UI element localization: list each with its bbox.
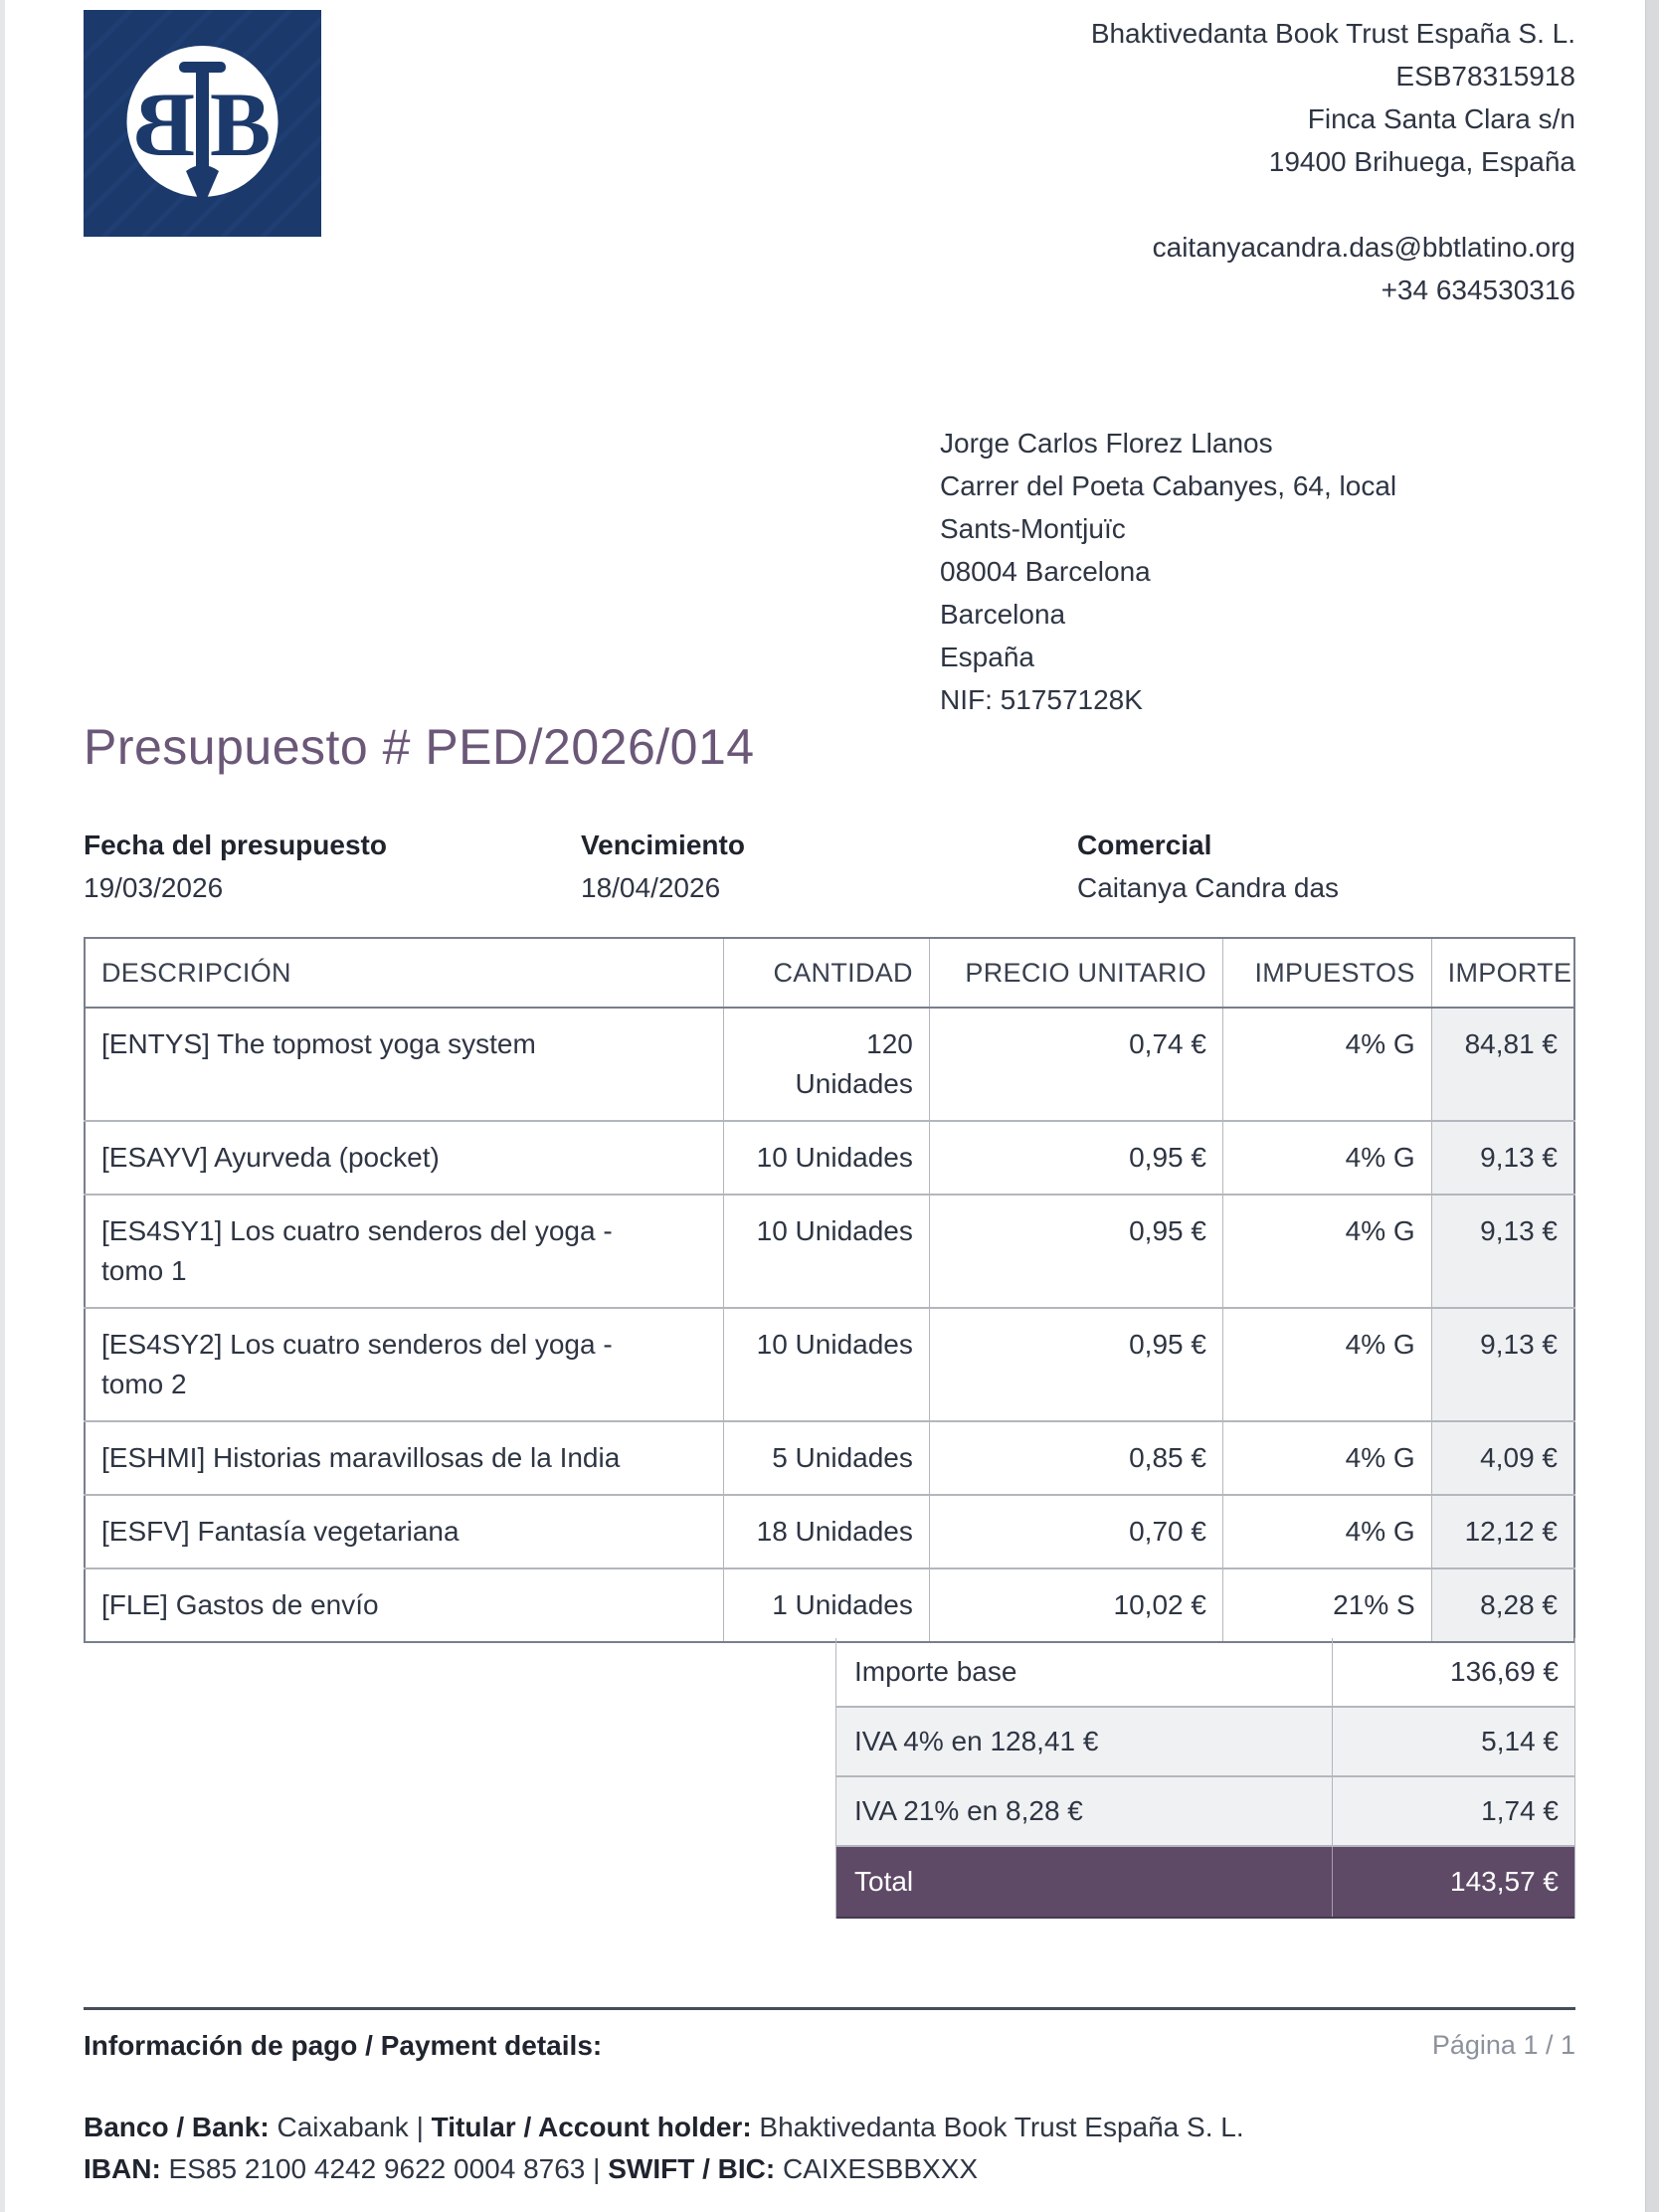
totals-table: Importe base 136,69 € IVA 4% en 128,41 €… — [835, 1638, 1575, 1919]
field-label: Fecha del presupuesto — [84, 830, 387, 860]
account-holder-label: Titular / Account holder: — [431, 2112, 752, 2142]
totals-label: Importe base — [854, 1656, 1017, 1687]
cell-amount: 8,28 € — [1430, 1567, 1574, 1642]
cell-amount: 9,13 € — [1430, 1307, 1574, 1421]
cell-amount: 12,12 € — [1430, 1494, 1574, 1568]
field-value: Caitanya Candra das — [1077, 872, 1340, 903]
totals-row-iva21: IVA 21% en 8,28 € 1,74 € — [836, 1777, 1574, 1847]
field-value: 18/04/2026 — [581, 872, 721, 903]
cell-description: [ESFV] Fantasía vegetariana — [85, 1494, 724, 1568]
table-header-row: DESCRIPCIÓN CANTIDAD PRECIO UNITARIO IMP… — [85, 938, 1574, 1009]
document-footer: Información de pago / Payment details: P… — [84, 2007, 1575, 2189]
cell-quantity: 1 Unidades — [723, 1567, 930, 1642]
cell-quantity: 5 Unidades — [723, 1420, 930, 1495]
col-header-description: DESCRIPCIÓN — [85, 938, 724, 1009]
cell-amount: 9,13 € — [1430, 1194, 1574, 1308]
account-holder-name: Bhaktivedanta Book Trust España S. L. — [751, 2112, 1244, 2142]
bank-label: Banco / Bank: — [84, 2112, 270, 2142]
bank-details-line: Banco / Bank: Caixabank | Titular / Acco… — [84, 2108, 1575, 2147]
cell-amount: 4,09 € — [1430, 1420, 1574, 1495]
field-salesperson: Comercial Caitanya Candra das — [1077, 824, 1339, 909]
cell-amount: 84,81 € — [1430, 1007, 1574, 1121]
cell-description: [ES4SY2] Los cuatro senderos del yoga - … — [85, 1307, 724, 1421]
col-header-quantity: CANTIDAD — [723, 938, 930, 1009]
cell-unit-price: 0,95 € — [928, 1194, 1223, 1308]
totals-label: IVA 4% en 128,41 € — [854, 1726, 1099, 1756]
cell-quantity: 10 Unidades — [723, 1120, 930, 1195]
line-items-table: DESCRIPCIÓN CANTIDAD PRECIO UNITARIO IMP… — [84, 937, 1575, 1643]
totals-row-iva4: IVA 4% en 128,41 € 5,14 € — [836, 1708, 1574, 1777]
totals-value: 5,14 € — [1332, 1708, 1574, 1775]
table-row: [ESAYV] Ayurveda (pocket) 10 Unidades 0,… — [85, 1120, 1574, 1195]
payment-details-title: Información de pago / Payment details: — [84, 2030, 603, 2061]
grand-total-value: 143,57 € — [1332, 1847, 1574, 1917]
cell-quantity: 120 Unidades — [723, 1007, 930, 1121]
totals-value: 136,69 € — [1332, 1638, 1574, 1706]
table-row: [ES4SY2] Los cuatro senderos del yoga - … — [85, 1307, 1574, 1421]
field-value: 19/03/2026 — [84, 872, 224, 903]
cell-description: [ENTYS] The topmost yoga system — [85, 1007, 724, 1121]
svg-text:B: B — [210, 74, 271, 175]
cell-unit-price: 0,95 € — [928, 1307, 1223, 1421]
iban-label: IBAN: — [84, 2153, 161, 2184]
field-quote-date: Fecha del presupuesto 19/03/2026 — [84, 824, 387, 909]
cell-unit-price: 0,74 € — [928, 1007, 1223, 1121]
cell-taxes: 21% S — [1221, 1567, 1432, 1642]
field-label: Vencimiento — [581, 830, 745, 860]
iban-details-line: IBAN: ES85 2100 4242 9622 0004 8763 | SW… — [84, 2149, 1575, 2189]
table-row: [ENTYS] The topmost yoga system 120 Unid… — [85, 1007, 1574, 1121]
page-number: Página 1 / 1 — [1431, 2030, 1575, 2060]
table-row: [ESHMI] Historias maravillosas de la Ind… — [85, 1420, 1574, 1495]
btb-logo-image: B B — [0, 8, 491, 239]
totals-value: 1,74 € — [1332, 1777, 1574, 1845]
cell-unit-price: 0,95 € — [928, 1120, 1223, 1195]
cell-description: [ESAYV] Ayurveda (pocket) — [85, 1120, 724, 1195]
totals-row-untaxed: Importe base 136,69 € — [836, 1638, 1574, 1708]
totals-label: IVA 21% en 8,28 € — [854, 1795, 1083, 1826]
cell-quantity: 10 Unidades — [723, 1307, 930, 1421]
cell-unit-price: 10,02 € — [928, 1567, 1223, 1642]
col-header-taxes: IMPUESTOS — [1221, 938, 1432, 1009]
table-row: [ES4SY1] Los cuatro senderos del yoga - … — [85, 1194, 1574, 1308]
col-header-unit-price: PRECIO UNITARIO — [928, 938, 1223, 1009]
grand-total-label: Total — [854, 1866, 914, 1897]
iban-value: ES85 2100 4242 9622 0004 8763 | — [160, 2153, 609, 2184]
col-header-amount: IMPORTE — [1430, 938, 1574, 1009]
swift-label: SWIFT / BIC: — [608, 2153, 776, 2184]
company-address: Bhaktivedanta Book Trust España S. L. ES… — [1090, 18, 1575, 305]
totals-row-grand-total: Total 143,57 € — [836, 1847, 1574, 1919]
scrollbar[interactable] — [1645, 0, 1659, 2212]
cell-quantity: 18 Unidades — [723, 1494, 930, 1568]
cell-unit-price: 0,70 € — [928, 1494, 1223, 1568]
cell-taxes: 4% G — [1221, 1307, 1432, 1421]
cell-taxes: 4% G — [1221, 1420, 1432, 1495]
cell-taxes: 4% G — [1221, 1007, 1432, 1121]
table-row: [FLE] Gastos de envío 1 Unidades 10,02 €… — [85, 1567, 1574, 1642]
svg-text:B: B — [134, 74, 195, 175]
field-label: Comercial — [1077, 830, 1212, 860]
cell-unit-price: 0,85 € — [928, 1420, 1223, 1495]
document-page: B B Bhaktivedanta Book Trust España S. L… — [0, 0, 1575, 2212]
customer-address: Jorge Carlos Florez Llanos Carrer del Po… — [940, 428, 1397, 715]
cell-description: [ES4SY1] Los cuatro senderos del yoga - … — [85, 1194, 724, 1308]
table-row: [ESFV] Fantasía vegetariana 18 Unidades … — [85, 1494, 1574, 1568]
page-left-edge — [0, 0, 5, 2212]
cell-taxes: 4% G — [1221, 1120, 1432, 1195]
cell-description: [FLE] Gastos de envío — [85, 1567, 724, 1642]
field-due-date: Vencimiento 18/04/2026 — [581, 824, 745, 909]
btb-logo: B B — [0, 8, 491, 239]
quote-title: Presupuesto # PED/2026/014 — [84, 719, 755, 775]
cell-quantity: 10 Unidades — [723, 1194, 930, 1308]
cell-taxes: 4% G — [1221, 1494, 1432, 1568]
bank-name: Caixabank | — [269, 2112, 432, 2142]
cell-taxes: 4% G — [1221, 1194, 1432, 1308]
cell-description: [ESHMI] Historias maravillosas de la Ind… — [85, 1420, 724, 1495]
quote-info-fields: Fecha del presupuesto 19/03/2026 Vencimi… — [84, 824, 1575, 923]
swift-value: CAIXESBBXXX — [775, 2153, 979, 2184]
cell-amount: 9,13 € — [1430, 1120, 1574, 1195]
